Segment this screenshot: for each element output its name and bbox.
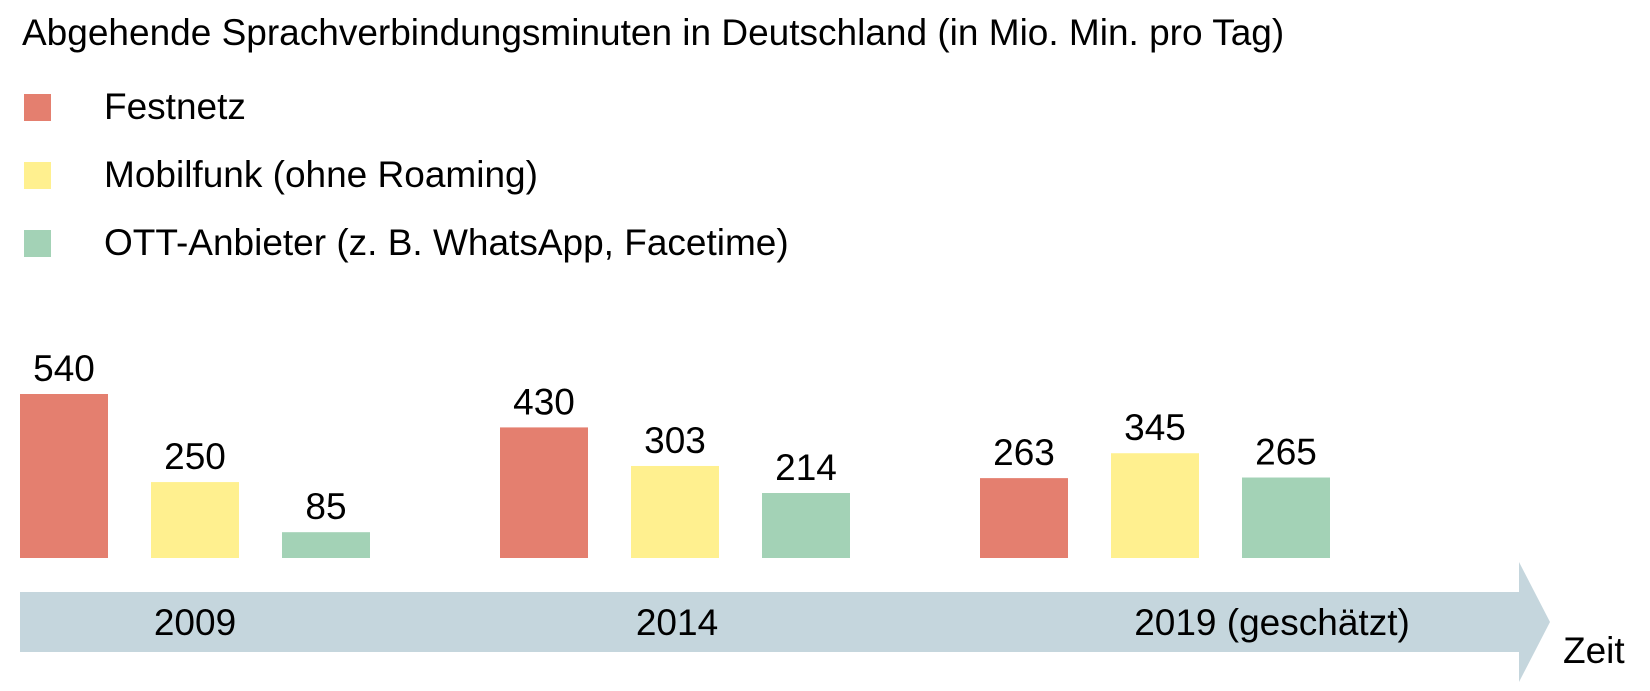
legend-item-mobilfunk: Mobilfunk (ohne Roaming) bbox=[24, 153, 538, 197]
value-label-ott-0: 85 bbox=[305, 486, 346, 527]
value-label-mobilfunk-1: 303 bbox=[644, 420, 706, 461]
bar-mobilfunk-0 bbox=[151, 482, 239, 558]
bar-festnetz-2 bbox=[980, 478, 1068, 558]
category-label-1: 2014 bbox=[636, 602, 718, 643]
value-label-festnetz-2: 263 bbox=[993, 432, 1055, 473]
legend-label-festnetz: Festnetz bbox=[104, 86, 246, 127]
legend-swatch-ott bbox=[24, 229, 51, 257]
bar-festnetz-0 bbox=[20, 394, 108, 558]
category-label-2: 2019 (geschätzt) bbox=[1134, 602, 1410, 643]
value-label-ott-2: 265 bbox=[1255, 432, 1317, 473]
legend-item-ott: OTT-Anbieter (z. B. WhatsApp, Facetime) bbox=[24, 221, 789, 265]
bar-ott-0 bbox=[282, 532, 370, 558]
legend-label-mobilfunk: Mobilfunk (ohne Roaming) bbox=[104, 154, 538, 195]
bar-mobilfunk-2 bbox=[1111, 453, 1199, 558]
bar-ott-1 bbox=[762, 493, 850, 558]
legend-label-ott: OTT-Anbieter (z. B. WhatsApp, Facetime) bbox=[104, 222, 789, 263]
legend-swatch-festnetz bbox=[24, 93, 51, 121]
value-label-festnetz-1: 430 bbox=[513, 381, 575, 422]
time-axis-arrow bbox=[20, 562, 1550, 682]
category-label-0: 2009 bbox=[154, 602, 236, 643]
value-label-mobilfunk-2: 345 bbox=[1124, 407, 1186, 448]
bar-ott-2 bbox=[1242, 477, 1330, 558]
chart-title: Abgehende Sprachverbindungsminuten in De… bbox=[22, 12, 1285, 53]
legend-item-festnetz: Festnetz bbox=[24, 85, 246, 129]
value-label-ott-1: 214 bbox=[775, 447, 837, 488]
bar-mobilfunk-1 bbox=[631, 465, 719, 558]
axis-label-zeit: Zeit bbox=[1563, 630, 1625, 671]
value-label-mobilfunk-0: 250 bbox=[164, 436, 226, 477]
value-label-festnetz-0: 540 bbox=[33, 348, 95, 389]
legend-swatch-mobilfunk bbox=[24, 161, 51, 189]
bar-festnetz-1 bbox=[500, 427, 588, 558]
